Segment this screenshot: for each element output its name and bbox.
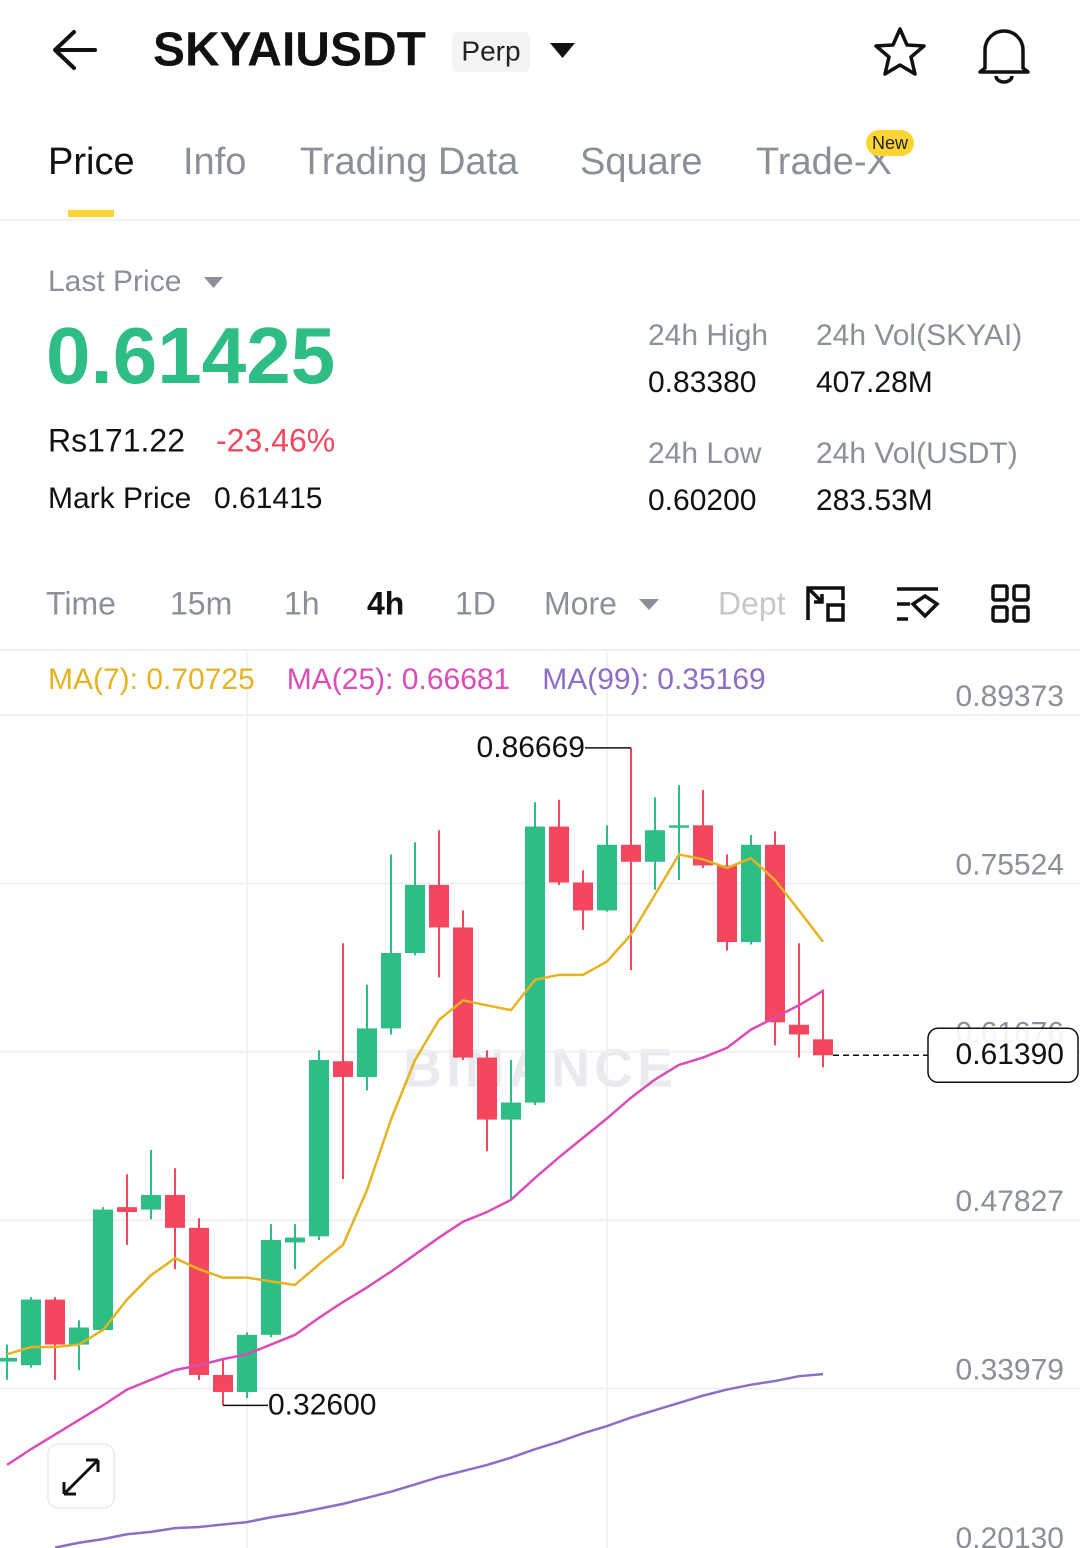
legend-entry: MA(99): 0.35169 — [542, 663, 765, 696]
fullscreen-icon — [62, 1458, 100, 1496]
toolbar-icon[interactable] — [806, 586, 845, 622]
tab[interactable]: Price — [48, 141, 135, 183]
badge-bg — [452, 32, 530, 72]
candle-body — [765, 844, 785, 1023]
candle-body — [813, 1039, 833, 1056]
candle-body — [717, 865, 737, 943]
chart: 0.201300.339790.478270.616760.755240.893… — [0, 663, 1080, 1548]
interval[interactable]: More — [544, 585, 617, 621]
stat-label: 24h Vol(SKYAI) — [816, 319, 1022, 352]
candle-body — [693, 825, 713, 866]
low-label: 0.32600 — [268, 1388, 376, 1421]
stat-value: 283.53M — [816, 484, 933, 517]
interval[interactable]: 1D — [455, 585, 496, 621]
mark-price: 0.61415 — [214, 482, 322, 515]
candle-body — [405, 884, 425, 954]
candle-body — [141, 1194, 161, 1210]
divider — [0, 219, 1080, 221]
candle-body — [93, 1209, 113, 1330]
toolbar-icon[interactable] — [897, 587, 940, 621]
candle-body — [645, 830, 665, 862]
last-price-box — [927, 1027, 1079, 1084]
candle-body — [165, 1194, 185, 1228]
symbol-dropdown[interactable] — [550, 43, 575, 58]
candle-body — [573, 882, 593, 911]
toolbar-icon[interactable] — [991, 584, 1030, 623]
y-tick-label: 0.75524 — [956, 848, 1064, 881]
last-price-label[interactable]: Last Price — [48, 265, 181, 298]
candle-body — [285, 1237, 305, 1243]
tab[interactable]: Trading Data — [300, 141, 519, 183]
candle-body — [0, 1357, 17, 1362]
candle-body — [429, 884, 449, 928]
mark-price-label: Mark Price — [48, 482, 191, 515]
candle-body — [549, 826, 569, 883]
divider — [0, 649, 1080, 651]
candle-body — [333, 1061, 353, 1078]
candle-body — [69, 1327, 89, 1345]
interval[interactable]: Dept — [718, 585, 786, 621]
y-tick-label: 0.47827 — [956, 1185, 1064, 1218]
tab[interactable]: Square — [580, 141, 703, 183]
candle-body — [309, 1060, 329, 1237]
legend-entry: MA(25): 0.66681 — [287, 663, 510, 696]
candle-body — [261, 1239, 281, 1335]
high-label: 0.86669 — [477, 731, 585, 764]
interval[interactable]: 1h — [284, 585, 320, 621]
last-price-label: 0.61390 — [956, 1038, 1064, 1071]
candle-body — [357, 1028, 377, 1078]
last-price: 0.61425 — [46, 311, 335, 400]
dropdown-arrow — [204, 277, 223, 288]
stat-label: 24h Low — [648, 437, 762, 470]
alert-bell[interactable] — [978, 29, 1030, 84]
back-button[interactable] — [53, 30, 97, 70]
fiat-price: Rs171.22 — [48, 422, 185, 458]
stat-label: 24h High — [648, 319, 768, 352]
candle-body — [189, 1227, 209, 1375]
favorite-star[interactable] — [874, 27, 926, 76]
candle-body — [621, 844, 641, 862]
candle-body — [213, 1374, 233, 1392]
new-badge: New — [872, 133, 909, 153]
y-tick-label: 0.33979 — [956, 1354, 1064, 1387]
candle-body — [453, 927, 473, 1058]
symbol: SKYAIUSDT — [153, 24, 426, 77]
candle-body — [525, 826, 545, 1103]
new-badge-bg — [866, 130, 914, 156]
candle-body — [45, 1299, 65, 1345]
stat-value: 407.28M — [816, 366, 933, 399]
interval-active[interactable]: 4h — [367, 585, 404, 621]
candle-body — [21, 1299, 41, 1366]
dropdown-arrow — [639, 599, 659, 610]
stat-value: 0.60200 — [648, 484, 756, 517]
interval[interactable]: 15m — [170, 585, 232, 621]
stat-label: 24h Vol(USDT) — [816, 437, 1018, 470]
ma-line — [6, 853, 824, 1356]
candle-body — [237, 1334, 257, 1392]
candle-body — [501, 1102, 521, 1120]
candle-body — [669, 825, 689, 828]
candle-body — [789, 1024, 809, 1035]
candle-body — [597, 844, 617, 911]
perp-badge: Perp — [461, 35, 520, 66]
y-tick-label: 0.20130 — [956, 1522, 1064, 1548]
candle-body — [741, 844, 761, 943]
ma-line — [54, 1372, 824, 1548]
tab[interactable]: Info — [183, 141, 246, 183]
interval[interactable]: Time — [46, 585, 116, 621]
candle-body — [381, 953, 401, 1029]
y-tick-label: 0.89373 — [956, 680, 1064, 713]
ma-line — [6, 989, 824, 1466]
legend-entry: MA(7): 0.70725 — [48, 663, 255, 696]
candle-body — [117, 1207, 137, 1213]
price-change: -23.46% — [216, 422, 335, 458]
tab-indicator — [68, 210, 114, 217]
stat-value: 0.83380 — [648, 366, 756, 399]
candle-body — [477, 1057, 497, 1120]
